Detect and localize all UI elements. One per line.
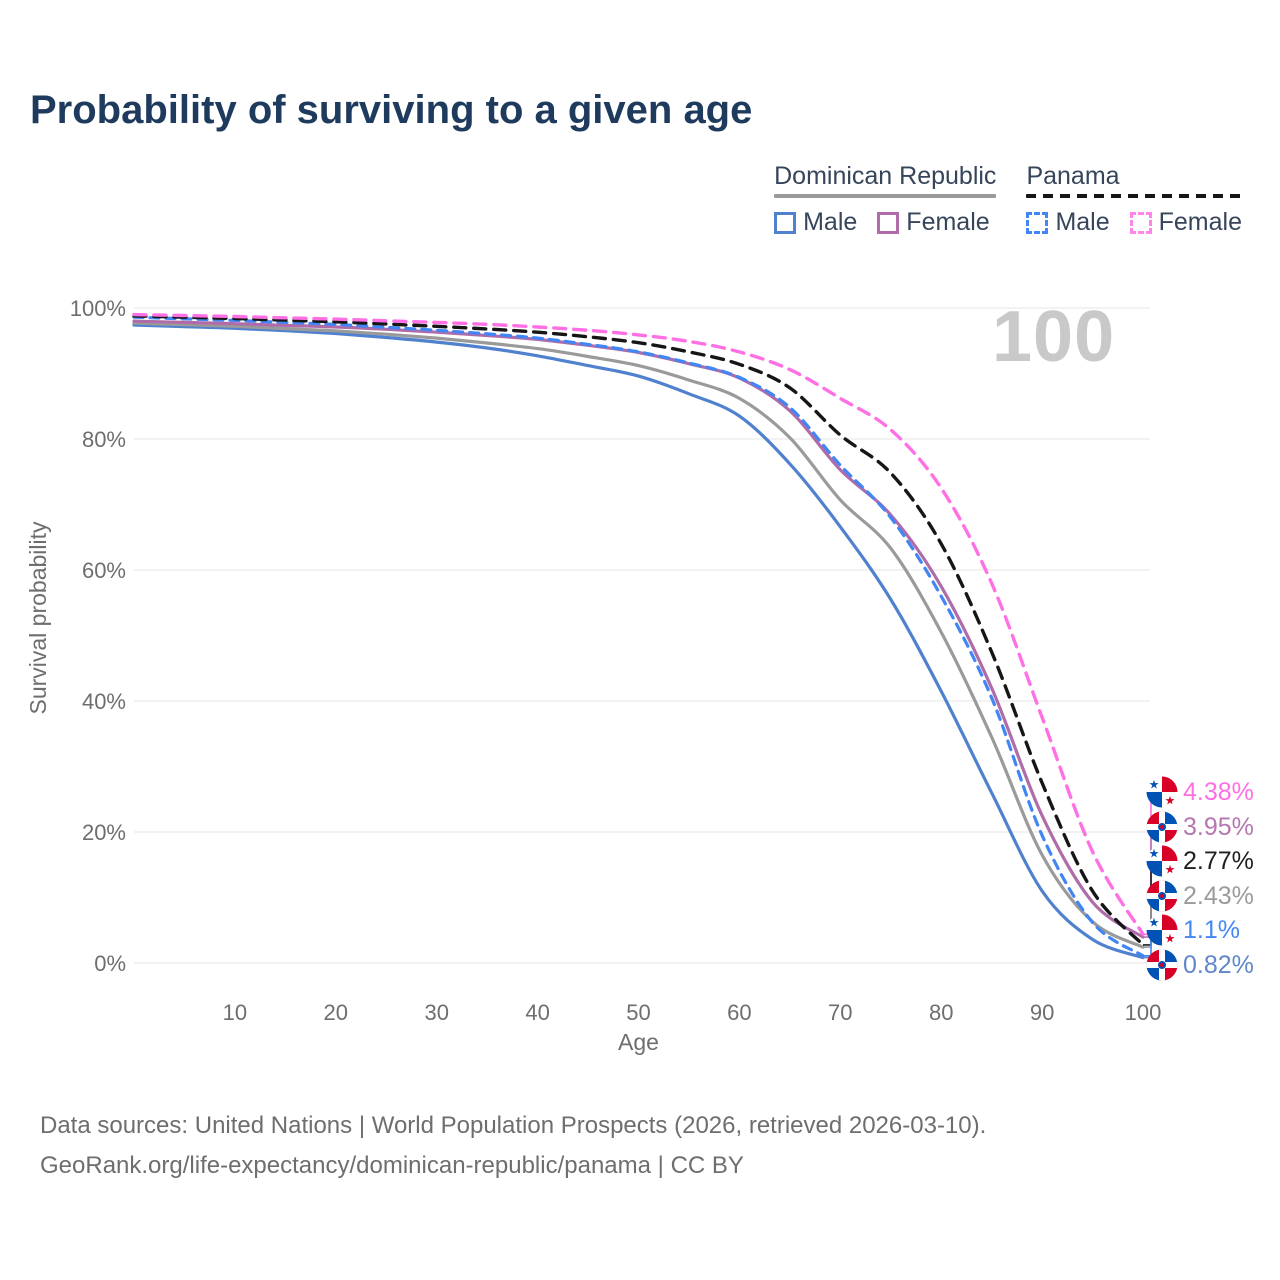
x-tick-label: 100 (1125, 1000, 1162, 1025)
legend-item-panama-female[interactable]: Female (1129, 208, 1242, 237)
x-tick-label: 40 (525, 1000, 549, 1025)
legend-group-dominican-republic: Dominican Republic Male Female (774, 162, 997, 237)
dr-male-swatch-icon (774, 211, 797, 234)
survival-curve-dominican-republic-female (132, 319, 1145, 939)
end-label-dr-both[interactable]: 2.43% (1146, 879, 1254, 913)
end-label-panama-male[interactable]: 1.1% (1146, 913, 1240, 947)
end-label-value: 0.82% (1183, 950, 1254, 979)
x-tick-label: 10 (223, 1000, 247, 1025)
end-label-value: 2.43% (1183, 881, 1254, 910)
y-tick-label: 100% (70, 296, 126, 321)
legend-item-dr-male[interactable]: Male (774, 208, 857, 237)
survival-curve-panama (132, 314, 1145, 947)
y-axis-title: Survival probability (25, 521, 51, 715)
legend-header-dominican-republic[interactable]: Dominican Republic (774, 162, 997, 190)
footer-attribution: Data sources: United Nations | World Pop… (40, 1106, 986, 1186)
y-tick-label: 40% (82, 689, 126, 714)
dominican-republic-flag-icon (1146, 811, 1178, 843)
x-tick-label: 90 (1030, 1000, 1054, 1025)
panama-female-swatch-icon (1129, 211, 1152, 234)
x-axis-title: Age (618, 1029, 659, 1055)
dominican-republic-flag-icon (1146, 880, 1178, 912)
x-tick-label: 80 (929, 1000, 953, 1025)
panama-flag-icon (1146, 776, 1178, 808)
end-label-value: 1.1% (1183, 915, 1240, 944)
x-tick-label: 30 (424, 1000, 448, 1025)
panama-flag-icon (1146, 914, 1178, 946)
x-tick-label: 20 (324, 1000, 348, 1025)
legend-rule-dashed (1026, 194, 1242, 198)
end-label-dr-male[interactable]: 0.82% (1146, 948, 1254, 982)
data-sources-line: Data sources: United Nations | World Pop… (40, 1112, 987, 1139)
y-tick-label: 20% (82, 820, 126, 845)
survival-curve-dominican-republic-male (132, 323, 1145, 960)
end-label-value: 2.77% (1183, 846, 1254, 875)
chart-title: Probability of surviving to a given age (30, 88, 753, 132)
legend-item-dr-female[interactable]: Female (877, 208, 990, 237)
legend-item-panama-male[interactable]: Male (1026, 208, 1110, 237)
end-label-dr-female[interactable]: 3.95% (1146, 810, 1254, 844)
legend-group-panama: Panama Male Female (1026, 162, 1242, 237)
y-tick-label: 80% (82, 427, 126, 452)
y-tick-label: 60% (82, 558, 126, 583)
dr-female-swatch-icon (877, 211, 900, 234)
end-label-value: 3.95% (1183, 812, 1254, 841)
end-label-panama-both[interactable]: 2.77% (1146, 844, 1254, 878)
legend-item-label: Female (906, 208, 990, 236)
x-tick-label: 50 (626, 1000, 650, 1025)
legend-rule-solid (774, 194, 997, 198)
survival-curve-dominican-republic (132, 321, 1145, 949)
dominican-republic-flag-icon (1146, 949, 1178, 981)
survival-curve-panama-female (132, 312, 1145, 936)
panama-flag-icon (1146, 845, 1178, 877)
legend-item-label: Male (803, 208, 858, 236)
age-watermark: 100 (992, 297, 1116, 377)
x-tick-label: 70 (828, 1000, 852, 1025)
legend-header-panama[interactable]: Panama (1026, 162, 1120, 190)
y-tick-label: 0% (94, 951, 126, 976)
end-label-panama-female[interactable]: 4.38% (1146, 775, 1254, 809)
x-tick-label: 60 (727, 1000, 751, 1025)
legend-item-label: Male (1055, 208, 1110, 236)
survival-curve-panama-male (132, 315, 1145, 958)
end-label-value: 4.38% (1183, 777, 1254, 806)
panama-male-swatch-icon (1026, 211, 1049, 234)
legend-item-label: Female (1158, 208, 1242, 236)
source-url-line[interactable]: GeoRank.org/life-expectancy/dominican-re… (40, 1152, 744, 1179)
legend: Dominican Republic Male Female Panama Ma… (774, 162, 1242, 237)
